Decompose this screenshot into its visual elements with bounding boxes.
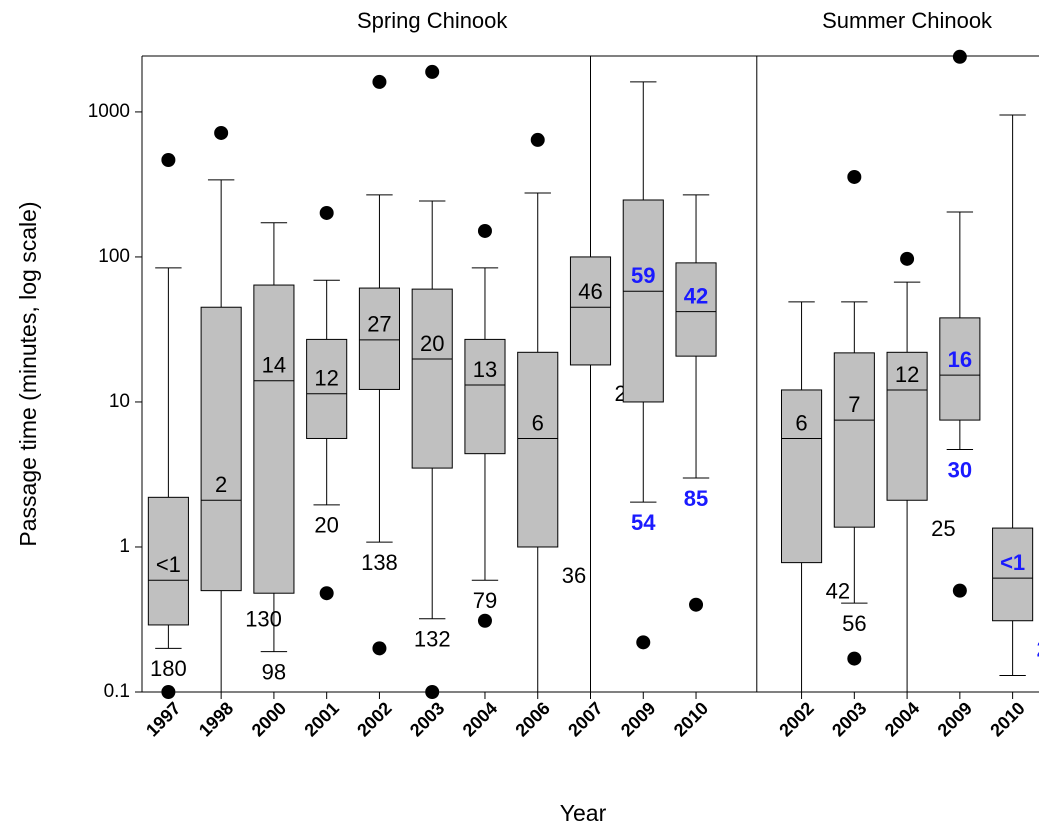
box [992, 527, 1034, 622]
x-tick-label: 2006 [511, 698, 553, 740]
x-tick-label: 2007 [564, 698, 606, 740]
y-tick-label: 10 [109, 391, 130, 412]
x-tick-label: 2002 [775, 698, 817, 740]
box [306, 338, 348, 439]
outlier [425, 685, 440, 699]
box [517, 351, 559, 548]
box [200, 306, 242, 592]
box [833, 352, 875, 528]
outlier [847, 169, 862, 184]
outlier [425, 64, 440, 79]
x-tick-label: 2001 [300, 698, 342, 740]
box [939, 317, 981, 421]
y-axis-title: Passage time (minutes, log scale) [15, 201, 41, 546]
median-label: 20 [420, 331, 444, 356]
outlier [372, 641, 387, 656]
n-label: 132 [414, 627, 451, 652]
outlier [477, 613, 492, 628]
x-tick-label: 2000 [248, 698, 290, 740]
median-label: 6 [795, 410, 807, 435]
n-label: 56 [842, 611, 866, 636]
n-label: 98 [262, 659, 286, 684]
n-label: 22 [1037, 637, 1039, 662]
median-label: 2 [215, 472, 227, 497]
n-label: 42 [826, 578, 850, 603]
outlier [636, 635, 651, 650]
x-tick-label: 1997 [142, 698, 184, 740]
median-label: 42 [684, 283, 708, 308]
x-tick-label: 2003 [828, 698, 870, 740]
y-tick-label: 100 [98, 246, 130, 267]
outlier [161, 685, 176, 699]
x-tick-label: 2009 [934, 698, 976, 740]
median-label: 16 [948, 347, 972, 372]
outlier [847, 651, 862, 666]
box [886, 351, 928, 501]
n-label: 25 [931, 516, 955, 541]
box [358, 287, 400, 390]
outlier [214, 125, 229, 140]
median-label: 27 [367, 312, 391, 337]
n-label: 85 [684, 486, 708, 511]
x-tick-label: 2002 [353, 698, 395, 740]
median-label: 13 [473, 357, 497, 382]
box [569, 256, 612, 366]
group-title: Summer Chinook [822, 8, 993, 33]
y-tick-label: 1 [119, 536, 130, 557]
y-tick-label: 0.1 [104, 681, 130, 702]
x-tick-label: 2004 [881, 698, 923, 740]
x-tick-label: 2004 [459, 698, 501, 740]
median-label: <1 [1000, 550, 1025, 575]
median-label: 12 [314, 366, 338, 391]
outlier [161, 153, 176, 168]
x-tick-label: 2010 [670, 698, 712, 740]
median-label: 12 [895, 362, 919, 387]
median-label: 7 [848, 392, 860, 417]
median-label: 59 [631, 263, 655, 288]
y-tick-label: 1000 [88, 101, 130, 122]
x-tick-label: 1998 [195, 698, 237, 740]
x-tick-label: 2003 [406, 698, 448, 740]
x-tick-label: 2009 [617, 698, 659, 740]
box [411, 288, 453, 469]
box [781, 389, 823, 564]
n-label: 36 [562, 563, 586, 588]
outlier [900, 251, 915, 266]
x-tick-label: 2010 [986, 698, 1028, 740]
n-label: 130 [245, 606, 282, 631]
outlier [319, 586, 334, 601]
box [622, 199, 664, 403]
outlier [477, 223, 492, 238]
box [464, 338, 506, 455]
n-label: 54 [631, 510, 656, 535]
outlier [689, 597, 704, 612]
outlier [530, 132, 545, 147]
n-label: 138 [361, 550, 398, 575]
n-label: 79 [473, 588, 497, 613]
median-label: 46 [578, 279, 602, 304]
box [675, 262, 717, 357]
n-label: 20 [314, 513, 338, 538]
x-axis-title: Year [560, 800, 607, 826]
median-label: 6 [532, 410, 544, 435]
outlier [319, 205, 334, 220]
group-title: Spring Chinook [357, 8, 508, 33]
outlier [372, 74, 387, 89]
n-label: 30 [948, 457, 972, 482]
box [253, 284, 295, 594]
box [147, 496, 189, 626]
median-label: <1 [156, 552, 181, 577]
n-label: 180 [150, 656, 187, 681]
outlier [952, 49, 967, 64]
outlier [952, 583, 967, 598]
median-label: 14 [262, 353, 286, 378]
